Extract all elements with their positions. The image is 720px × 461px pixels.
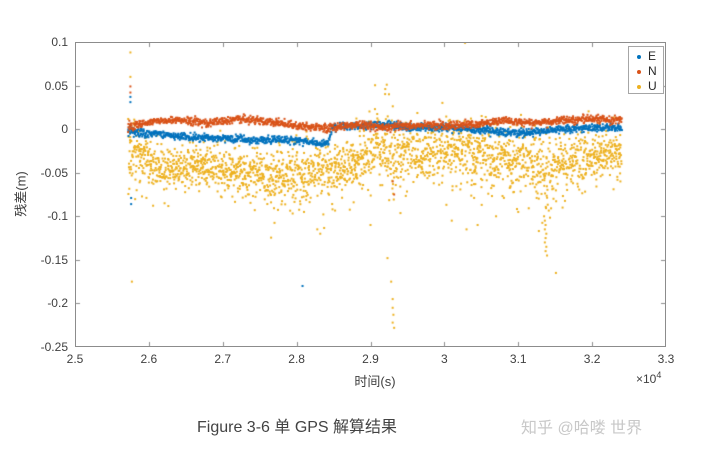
legend-entry-E: E <box>629 49 663 64</box>
x-tick-label: 2.8 <box>288 352 305 366</box>
legend-entry-N: N <box>629 64 663 79</box>
x-tick-label: 3.1 <box>509 352 527 366</box>
y-tick-label: -0.2 <box>47 296 68 311</box>
y-tick-label: 0.1 <box>51 35 68 49</box>
exponent-power: 4 <box>656 370 662 380</box>
x-axis-exponent: ×104 <box>636 370 661 386</box>
x-tick-label: 3.3 <box>657 352 675 366</box>
legend-marker-U-icon <box>637 85 641 89</box>
x-axis-title: 时间(s) <box>354 374 396 389</box>
watermark-text: 知乎 @哈喽 世界 <box>521 420 643 437</box>
legend-label-U: U <box>648 79 657 93</box>
x-tick-label: 3.2 <box>583 352 601 366</box>
y-tick-label: -0.25 <box>40 340 68 354</box>
x-tick-label: 2.5 <box>66 352 84 366</box>
exponent-base: ×10 <box>636 372 657 386</box>
figure-caption: Figure 3-6 单 GPS 解算结果 <box>197 419 398 436</box>
y-tick-label: 0.05 <box>44 78 68 93</box>
y-tick-label: -0.1 <box>47 209 68 224</box>
y-tick-label: -0.15 <box>40 252 68 267</box>
legend-label-E: E <box>648 49 657 63</box>
legend-label-N: N <box>648 64 657 78</box>
y-tick-label: 0 <box>61 122 68 137</box>
legend-entry-U: U <box>629 79 663 94</box>
x-tick-label: 2.7 <box>214 352 232 366</box>
scatter-plot-canvas <box>76 43 665 346</box>
x-tick-label: 2.6 <box>140 352 158 366</box>
x-tick-label: 3 <box>441 352 448 366</box>
legend-marker-N-icon <box>637 70 641 74</box>
y-tick-label: -0.05 <box>40 165 68 180</box>
x-tick-label: 2.9 <box>362 352 379 366</box>
legend: E N U <box>628 46 664 94</box>
legend-marker-E-icon <box>637 55 641 59</box>
y-axis-title: 残差(m) <box>13 171 29 217</box>
